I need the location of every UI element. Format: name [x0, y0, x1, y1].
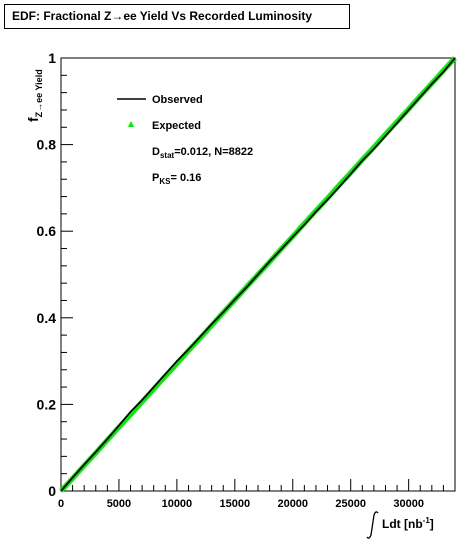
pks-value: = 0.16 [170, 172, 201, 184]
x-tick-label: 10000 [162, 498, 193, 510]
chart-title: EDF: Fractional Z→ee Yield Vs Recorded L… [12, 9, 313, 23]
pks-annotation: PKS= 0.16 [152, 172, 201, 186]
svg-text:Ldt [nb-1]: Ldt [nb-1] [382, 516, 434, 531]
x-axis-label-close: ] [430, 517, 434, 531]
y-axis-label-main: f [25, 117, 41, 122]
y-tick-label: 1 [48, 50, 56, 66]
dstat-sub: stat [160, 151, 175, 160]
observed-series-line [60, 57, 456, 492]
integral-sign [366, 511, 379, 539]
x-axis-label: Ldt [nb-1] [366, 511, 434, 539]
x-tick-label: 15000 [220, 498, 251, 510]
pks-sub: KS [159, 177, 171, 186]
y-axis-label: fZ→ee Yield [25, 69, 44, 122]
pks-label: P [152, 172, 159, 184]
y-tick-label: 0.8 [37, 137, 57, 153]
x-tick-label: 5000 [107, 498, 131, 510]
legend-observed-label: Observed [152, 94, 203, 106]
legend-expected-marker [128, 121, 134, 127]
data-series [59, 56, 457, 493]
dstat-label: D [152, 146, 160, 158]
axis-ticks: 0 5000 10000 15000 20000 25000 30000 0 0.2 0.4 0.6… [37, 50, 456, 510]
y-tick-label: 0.6 [37, 223, 57, 239]
x-axis-label-main: Ldt [nb [382, 517, 423, 531]
legend-expected-label: Expected [152, 120, 201, 132]
x-tick-label: 30000 [393, 498, 424, 510]
y-tick-label: 0.2 [37, 396, 57, 412]
x-tick-label: 20000 [277, 498, 308, 510]
x-tick-label: 25000 [335, 498, 366, 510]
dstat-annotation: Dstat=0.012, N=8822 [152, 146, 253, 160]
y-tick-label: 0.4 [37, 310, 57, 326]
y-axis-label-sub: Z→ee Yield [34, 69, 44, 117]
chart-title-box: EDF: Fractional Z→ee Yield Vs Recorded L… [4, 4, 350, 29]
legend: Observed Expected [117, 94, 203, 132]
x-tick-label: 0 [58, 498, 64, 510]
x-axis-label-sup: -1 [423, 516, 431, 525]
dstat-value: =0.012, N=8822 [174, 146, 253, 158]
y-tick-label: 0 [48, 483, 56, 499]
